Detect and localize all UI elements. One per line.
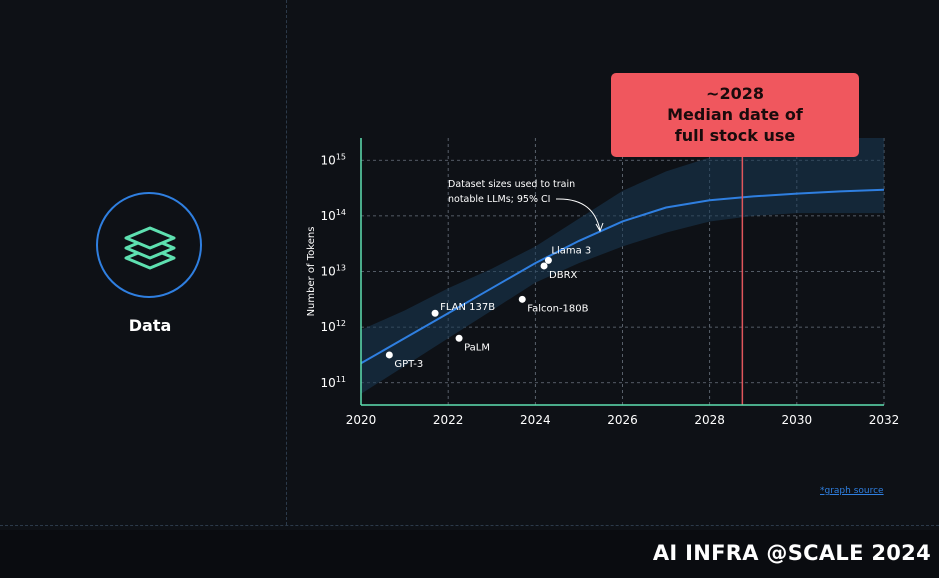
data-label: Data bbox=[128, 316, 172, 335]
median-date-callout: ~2028 Median date of full stock use bbox=[611, 73, 859, 157]
bottom-divider bbox=[0, 525, 939, 526]
x-tick-label: 2032 bbox=[869, 413, 900, 427]
median-projection-line bbox=[360, 188, 885, 365]
x-tick-label: 2026 bbox=[607, 413, 638, 427]
token-projection-chart: 1011 1012 1013 1014 1015 2020 2022 2024 2026 2028… bbox=[306, 138, 900, 427]
data-point-label: Falcon-180B bbox=[527, 303, 588, 314]
data-point bbox=[518, 295, 526, 303]
data-icon-circle bbox=[96, 192, 202, 298]
data-point bbox=[540, 262, 548, 270]
data-point bbox=[431, 309, 439, 317]
annotation-line-1: Dataset sizes used to train bbox=[448, 179, 575, 190]
callout-line-3: full stock use bbox=[674, 126, 796, 145]
panel-divider bbox=[286, 0, 287, 525]
graph-source-link[interactable]: *graph source bbox=[820, 486, 884, 496]
x-tick-label: 2020 bbox=[346, 413, 377, 427]
data-point-label: GPT-3 bbox=[394, 359, 423, 370]
data-point bbox=[385, 351, 393, 359]
annotation-arrowhead bbox=[595, 222, 604, 233]
x-tick-label: 2028 bbox=[694, 413, 725, 427]
y-tick-label: 1013 bbox=[321, 264, 346, 279]
y-axis-title: Number of Tokens bbox=[306, 227, 317, 317]
annotation-arrow bbox=[555, 198, 601, 231]
data-point bbox=[544, 256, 552, 264]
data-point-label: Llama 3 bbox=[551, 245, 591, 256]
layers-icon bbox=[124, 226, 176, 270]
data-point-label: FLAN 137B bbox=[440, 302, 495, 313]
y-tick-label: 1011 bbox=[321, 375, 346, 390]
event-title: AI INFRA @SCALE 2024 bbox=[652, 541, 931, 565]
x-tick-label: 2030 bbox=[782, 413, 813, 427]
data-point-label: DBRX bbox=[549, 270, 578, 281]
y-tick-label: 1014 bbox=[321, 208, 346, 223]
confidence-band bbox=[361, 138, 884, 394]
y-tick-label: 1012 bbox=[321, 319, 346, 334]
x-tick-label: 2024 bbox=[520, 413, 551, 427]
callout-line-1: ~2028 bbox=[706, 84, 764, 103]
data-point bbox=[455, 334, 463, 342]
annotation-line-2: notable LLMs; 95% CI bbox=[448, 194, 550, 205]
x-tick-label: 2022 bbox=[433, 413, 464, 427]
data-point-label: PaLM bbox=[464, 342, 490, 353]
y-tick-label: 1015 bbox=[321, 152, 346, 167]
callout-line-2: Median date of bbox=[667, 105, 803, 124]
